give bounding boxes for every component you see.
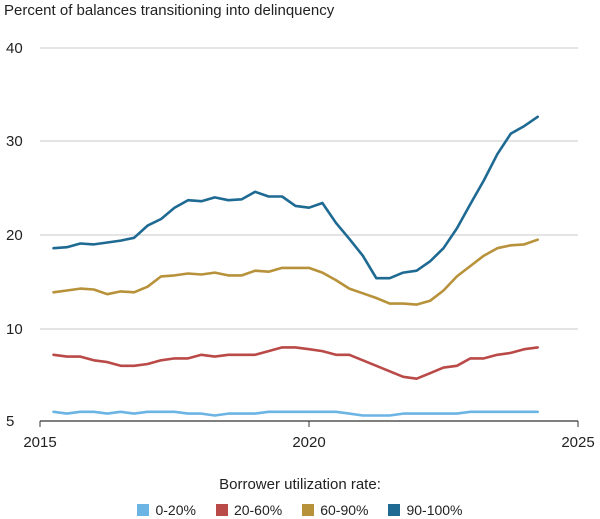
y-tick-label: 40	[6, 40, 23, 57]
legend-swatch	[215, 504, 228, 516]
legend-item: 0-20%	[137, 502, 196, 518]
y-tick-label: 20	[6, 227, 23, 244]
legend-swatch	[137, 504, 150, 516]
y-tick-label: 5	[6, 413, 14, 430]
legend-item: 90-100%	[388, 502, 463, 518]
x-tick-label: 2025	[561, 434, 594, 451]
legend-label: 90-100%	[406, 502, 463, 518]
legend-item: 60-90%	[302, 502, 368, 518]
legend-swatch	[302, 504, 315, 516]
legend-label: 60-90%	[320, 502, 369, 518]
series-line-0-20%	[52, 410, 540, 417]
series-line-20-60%	[52, 346, 540, 381]
legend-swatch	[388, 504, 401, 516]
x-tick-label: 2020	[292, 434, 325, 451]
y-tick-label: 10	[6, 321, 23, 338]
legend-title: Borrower utilization rate:	[219, 476, 381, 493]
x-tick-label: 2015	[23, 434, 56, 451]
legend: 0-20% 20-60% 60-90% 90-100%	[0, 502, 600, 518]
chart-title: Percent of balances transitioning into d…	[4, 2, 335, 19]
y-tick-label: 30	[6, 133, 23, 150]
legend-item: 20-60%	[215, 502, 283, 518]
legend-label: 20-60%	[233, 502, 283, 518]
series-line-90-100%	[52, 115, 540, 280]
chart-plot: 5 10 20 30 40 2015 2020 2025	[6, 40, 595, 451]
legend-label: 0-20%	[155, 502, 196, 518]
series-line-60-90%	[52, 238, 540, 306]
